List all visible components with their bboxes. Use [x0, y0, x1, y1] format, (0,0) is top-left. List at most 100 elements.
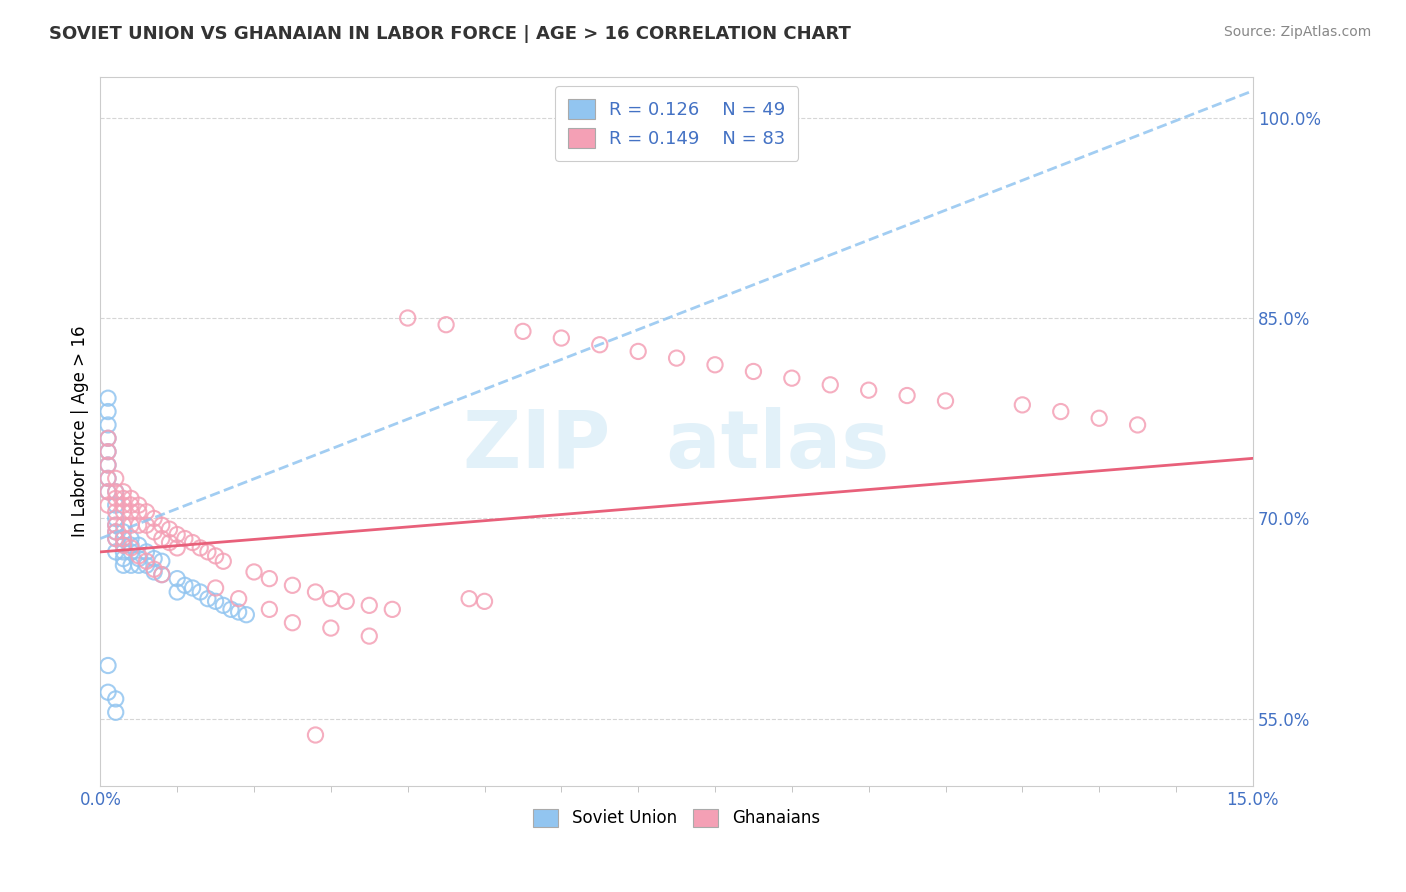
- Point: [304, 728, 326, 742]
- Point: [120, 491, 142, 506]
- Point: [97, 431, 120, 445]
- Point: [97, 471, 120, 485]
- Point: [104, 518, 127, 533]
- Point: [204, 581, 226, 595]
- Point: [120, 498, 142, 512]
- Point: [166, 572, 188, 586]
- Point: [166, 585, 188, 599]
- Point: [112, 518, 135, 533]
- Point: [665, 351, 688, 365]
- Point: [458, 591, 481, 606]
- Point: [166, 541, 188, 555]
- Point: [181, 535, 204, 549]
- Point: [112, 498, 135, 512]
- Point: [135, 505, 157, 519]
- Point: [104, 532, 127, 546]
- Point: [128, 549, 150, 563]
- Point: [304, 585, 326, 599]
- Point: [104, 692, 127, 706]
- Point: [97, 658, 120, 673]
- Point: [259, 602, 281, 616]
- Point: [104, 471, 127, 485]
- Point: [104, 545, 127, 559]
- Point: [434, 318, 457, 332]
- Point: [97, 444, 120, 458]
- Point: [319, 591, 342, 606]
- Text: SOVIET UNION VS GHANAIAN IN LABOR FORCE | AGE > 16 CORRELATION CHART: SOVIET UNION VS GHANAIAN IN LABOR FORCE …: [49, 25, 851, 43]
- Point: [112, 484, 135, 499]
- Point: [159, 522, 181, 536]
- Point: [704, 358, 727, 372]
- Point: [104, 484, 127, 499]
- Point: [281, 615, 304, 630]
- Point: [112, 505, 135, 519]
- Point: [97, 404, 120, 418]
- Point: [212, 599, 235, 613]
- Point: [204, 594, 226, 608]
- Point: [150, 567, 173, 582]
- Point: [143, 511, 166, 525]
- Point: [173, 578, 195, 592]
- Point: [204, 549, 226, 563]
- Point: [128, 538, 150, 552]
- Point: [128, 505, 150, 519]
- Point: [150, 532, 173, 546]
- Point: [150, 567, 173, 582]
- Point: [135, 558, 157, 573]
- Point: [173, 532, 195, 546]
- Point: [97, 498, 120, 512]
- Point: [219, 602, 242, 616]
- Point: [104, 505, 127, 519]
- Point: [120, 558, 142, 573]
- Point: [188, 541, 211, 555]
- Point: [97, 444, 120, 458]
- Point: [143, 551, 166, 566]
- Point: [120, 505, 142, 519]
- Point: [112, 558, 135, 573]
- Point: [104, 511, 127, 525]
- Legend: Soviet Union, Ghanaians: Soviet Union, Ghanaians: [527, 802, 827, 834]
- Point: [512, 324, 534, 338]
- Point: [780, 371, 803, 385]
- Point: [128, 558, 150, 573]
- Point: [104, 498, 127, 512]
- Point: [166, 527, 188, 541]
- Point: [112, 532, 135, 546]
- Point: [858, 383, 880, 397]
- Point: [104, 706, 127, 720]
- Point: [112, 551, 135, 566]
- Point: [188, 585, 211, 599]
- Point: [742, 364, 765, 378]
- Point: [396, 311, 419, 326]
- Point: [1088, 411, 1111, 425]
- Text: ZIP  atlas: ZIP atlas: [464, 407, 890, 484]
- Point: [150, 554, 173, 568]
- Point: [381, 602, 404, 616]
- Point: [104, 491, 127, 506]
- Point: [112, 538, 135, 552]
- Point: [197, 545, 219, 559]
- Point: [1126, 417, 1149, 432]
- Point: [112, 538, 135, 552]
- Point: [212, 554, 235, 568]
- Point: [1049, 404, 1071, 418]
- Point: [112, 545, 135, 559]
- Point: [319, 621, 342, 635]
- Point: [934, 393, 956, 408]
- Point: [128, 498, 150, 512]
- Point: [120, 541, 142, 555]
- Point: [104, 532, 127, 546]
- Point: [112, 532, 135, 546]
- Point: [97, 458, 120, 472]
- Point: [228, 605, 250, 619]
- Point: [135, 545, 157, 559]
- Point: [97, 391, 120, 405]
- Point: [120, 532, 142, 546]
- Text: Source: ZipAtlas.com: Source: ZipAtlas.com: [1223, 25, 1371, 39]
- Point: [150, 518, 173, 533]
- Point: [104, 524, 127, 539]
- Point: [112, 491, 135, 506]
- Point: [120, 538, 142, 552]
- Point: [1011, 398, 1033, 412]
- Point: [97, 484, 120, 499]
